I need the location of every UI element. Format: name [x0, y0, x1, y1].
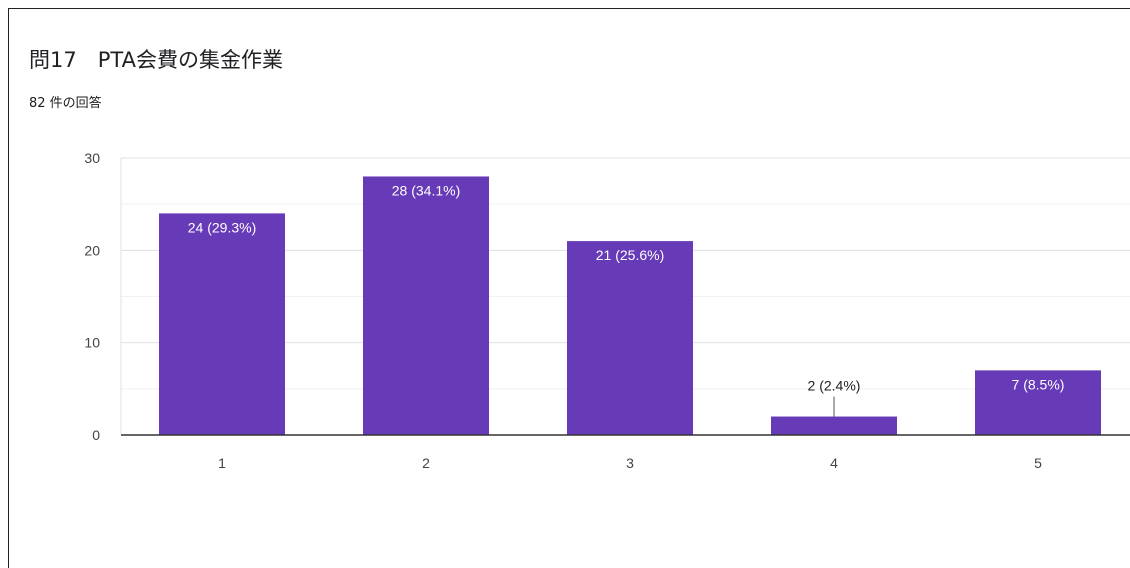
data-label: 2 (2.4%) [808, 378, 861, 394]
bar [567, 241, 693, 435]
x-tick-label: 2 [422, 455, 430, 471]
y-tick-label: 30 [84, 150, 100, 166]
x-tick-label: 3 [626, 455, 634, 471]
x-tick-label: 5 [1034, 455, 1042, 471]
y-tick-label: 10 [84, 335, 100, 351]
bar [363, 176, 489, 435]
data-label: 21 (25.6%) [596, 247, 664, 263]
data-label: 7 (8.5%) [1012, 376, 1065, 392]
bar [159, 213, 285, 435]
x-tick-label: 4 [830, 455, 838, 471]
bar [771, 417, 897, 435]
data-label: 24 (29.3%) [188, 219, 256, 235]
y-tick-label: 0 [92, 427, 100, 443]
bar-chart: 0 10 20 30 24 (29.3%) 1 28 (34.1%) 2 21 (25.6%) 3… [0, 0, 1130, 546]
y-tick-label: 20 [84, 242, 100, 258]
data-label: 28 (34.1%) [392, 182, 460, 198]
x-tick-label: 1 [218, 455, 226, 471]
